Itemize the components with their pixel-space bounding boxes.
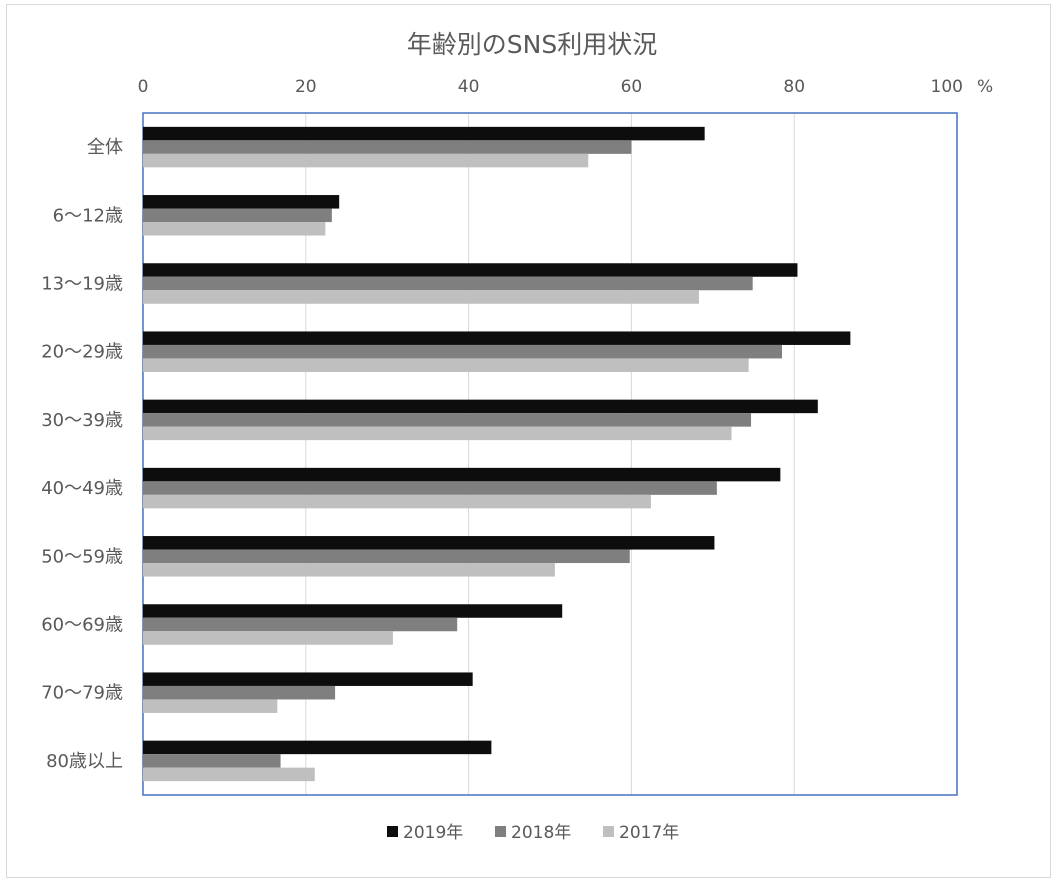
bar [143,468,780,482]
bar [143,263,797,277]
bar [143,631,393,645]
bar [143,331,850,345]
category-label: 20〜29歳 [41,342,123,363]
bar [143,358,749,372]
bar [143,563,555,577]
bars [143,127,850,781]
category-label: 50〜59歳 [41,546,123,567]
bar [143,495,651,509]
chart-title: 年齢別のSNS利用状況 [407,30,657,59]
category-label: 70〜79歳 [41,683,123,704]
gridlines [306,113,794,795]
x-axis-unit-label: % [977,77,993,97]
legend-label: 2017年 [619,823,679,843]
bar [143,140,631,154]
bar [143,427,732,441]
bar [143,481,717,495]
category-label: 30〜39歳 [41,410,123,431]
x-tick-label: 20 [295,77,317,97]
bar [143,754,281,768]
bar [143,618,457,632]
category-label: 13〜19歳 [41,274,123,295]
legend: 2019年 2018年 2017年 [387,823,679,843]
bar [143,290,699,304]
x-tick-label: 80 [783,77,805,97]
bar [143,741,491,755]
bar [143,550,630,564]
bar [143,699,277,713]
bar [143,400,818,414]
x-tick-label: 0 [138,77,149,97]
bar [143,536,714,550]
bar [143,154,588,168]
legend-swatch [495,826,506,837]
bar [143,209,332,223]
legend-label: 2018年 [511,823,571,843]
x-axis-ticks: 0 20 40 60 80 100 [138,77,963,97]
category-label: 60〜69歳 [41,615,123,636]
category-label: 全体 [87,137,123,158]
category-label: 80歳以上 [46,751,123,772]
bar [143,672,473,686]
legend-label: 2019年 [403,823,463,843]
category-labels: 全体 6〜12歳 13〜19歳 20〜29歳 30〜39歳 40〜49歳 50〜59歳 60〜… [41,137,123,772]
category-label: 6〜12歳 [53,205,123,226]
bar [143,345,782,359]
bar [143,127,705,141]
bar [143,768,315,782]
x-tick-label: 60 [621,77,643,97]
bar [143,277,753,291]
bar [143,222,325,236]
x-tick-label: 40 [458,77,480,97]
bar [143,195,339,209]
bar [143,413,751,427]
category-label: 40〜49歳 [41,478,123,499]
bar [143,604,562,618]
bar [143,686,335,700]
x-tick-label: 100 [931,77,963,97]
legend-swatch [387,826,398,837]
legend-swatch [603,826,614,837]
